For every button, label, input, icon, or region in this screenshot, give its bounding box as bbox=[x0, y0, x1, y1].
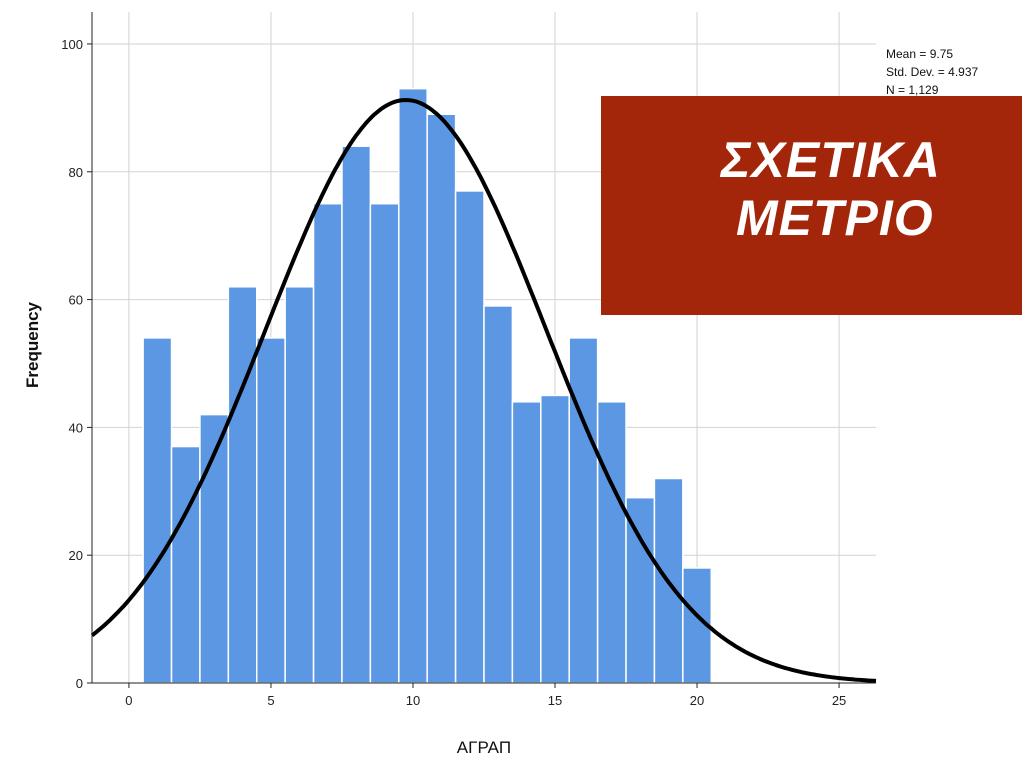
histogram-bar bbox=[341, 145, 372, 684]
histogram-bar bbox=[312, 202, 343, 684]
histogram-bar bbox=[596, 401, 627, 684]
histogram-bar bbox=[170, 445, 201, 684]
stats-mean: Mean = 9.75 bbox=[886, 47, 953, 61]
histogram-bar bbox=[540, 394, 570, 684]
y-tick-label: 100 bbox=[61, 37, 83, 52]
tick-labels: 0 5 10 15 20 25 0 20 40 60 80 100 bbox=[61, 37, 846, 708]
x-tick-label: 25 bbox=[832, 693, 846, 708]
x-tick-label: 0 bbox=[125, 693, 132, 708]
histogram-bar bbox=[511, 401, 542, 684]
histogram-bar bbox=[398, 87, 428, 684]
histogram-bar bbox=[142, 337, 173, 684]
y-tick-label: 40 bbox=[69, 420, 83, 435]
overlay-line-2: ΜΕΤΡΙΟ bbox=[736, 190, 934, 246]
y-axis-title: Frequency bbox=[23, 301, 42, 388]
histogram-bar bbox=[426, 113, 457, 684]
y-tick-label: 20 bbox=[69, 548, 83, 563]
y-tick-label: 0 bbox=[76, 676, 83, 691]
x-tick-label: 5 bbox=[267, 693, 274, 708]
x-tick-label: 10 bbox=[406, 693, 420, 708]
title-overlay-banner: ΣΧΕΤΙΚΑ ΜΕΤΡΙΟ bbox=[601, 96, 1022, 315]
normal-curve bbox=[90, 97, 877, 683]
histogram-bar bbox=[369, 202, 400, 684]
histogram-bar bbox=[256, 337, 286, 684]
histogram-bar bbox=[568, 337, 599, 684]
x-axis-title: ΑΓΡΑΠ bbox=[457, 738, 511, 757]
histogram-bar bbox=[227, 286, 258, 684]
overlay-line-1: ΣΧΕΤΙΚΑ bbox=[721, 132, 941, 188]
stats-n: N = 1,129 bbox=[886, 83, 939, 97]
x-tick-label: 15 bbox=[548, 693, 562, 708]
x-tick-label: 20 bbox=[690, 693, 704, 708]
stats-std-dev: Std. Dev. = 4.937 bbox=[886, 65, 978, 79]
y-tick-label: 60 bbox=[69, 293, 83, 308]
histogram-bar bbox=[483, 305, 514, 684]
y-tick-label: 80 bbox=[69, 165, 83, 180]
histogram-bars bbox=[142, 87, 712, 684]
histogram-bar bbox=[625, 496, 656, 684]
histogram-bar bbox=[284, 286, 315, 684]
axes bbox=[87, 12, 876, 688]
histogram-bar bbox=[454, 190, 485, 684]
normal-curve-line bbox=[90, 97, 877, 683]
